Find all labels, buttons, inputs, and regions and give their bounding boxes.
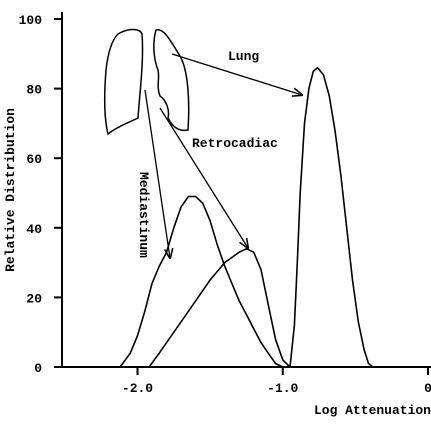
annotation: Retrocadiac xyxy=(192,136,278,151)
y-tick-label: 20 xyxy=(26,291,42,306)
x-tick-label: 0 xyxy=(424,381,431,396)
line xyxy=(148,247,291,368)
y-tick-label: 80 xyxy=(26,83,42,98)
lung-right-outline xyxy=(153,29,190,132)
y-tick-label: 40 xyxy=(26,222,42,237)
y-tick-label: 0 xyxy=(34,361,42,376)
x-axis-label: Log Attenuation xyxy=(314,403,431,418)
x-tick-label: -1.0 xyxy=(267,381,298,396)
arrow xyxy=(171,53,302,95)
annotation: Lung xyxy=(228,49,259,64)
x-tick-label: -2.0 xyxy=(122,381,153,396)
annotation: Mediastinum xyxy=(136,172,151,258)
lung-left-outline xyxy=(103,28,144,136)
arrow xyxy=(144,89,170,258)
arrow xyxy=(159,107,248,248)
y-axis-label: Relative Distribution xyxy=(3,108,18,272)
line xyxy=(289,66,374,368)
line xyxy=(119,195,284,368)
y-tick-label: 100 xyxy=(19,13,43,28)
y-tick-label: 60 xyxy=(26,152,42,167)
